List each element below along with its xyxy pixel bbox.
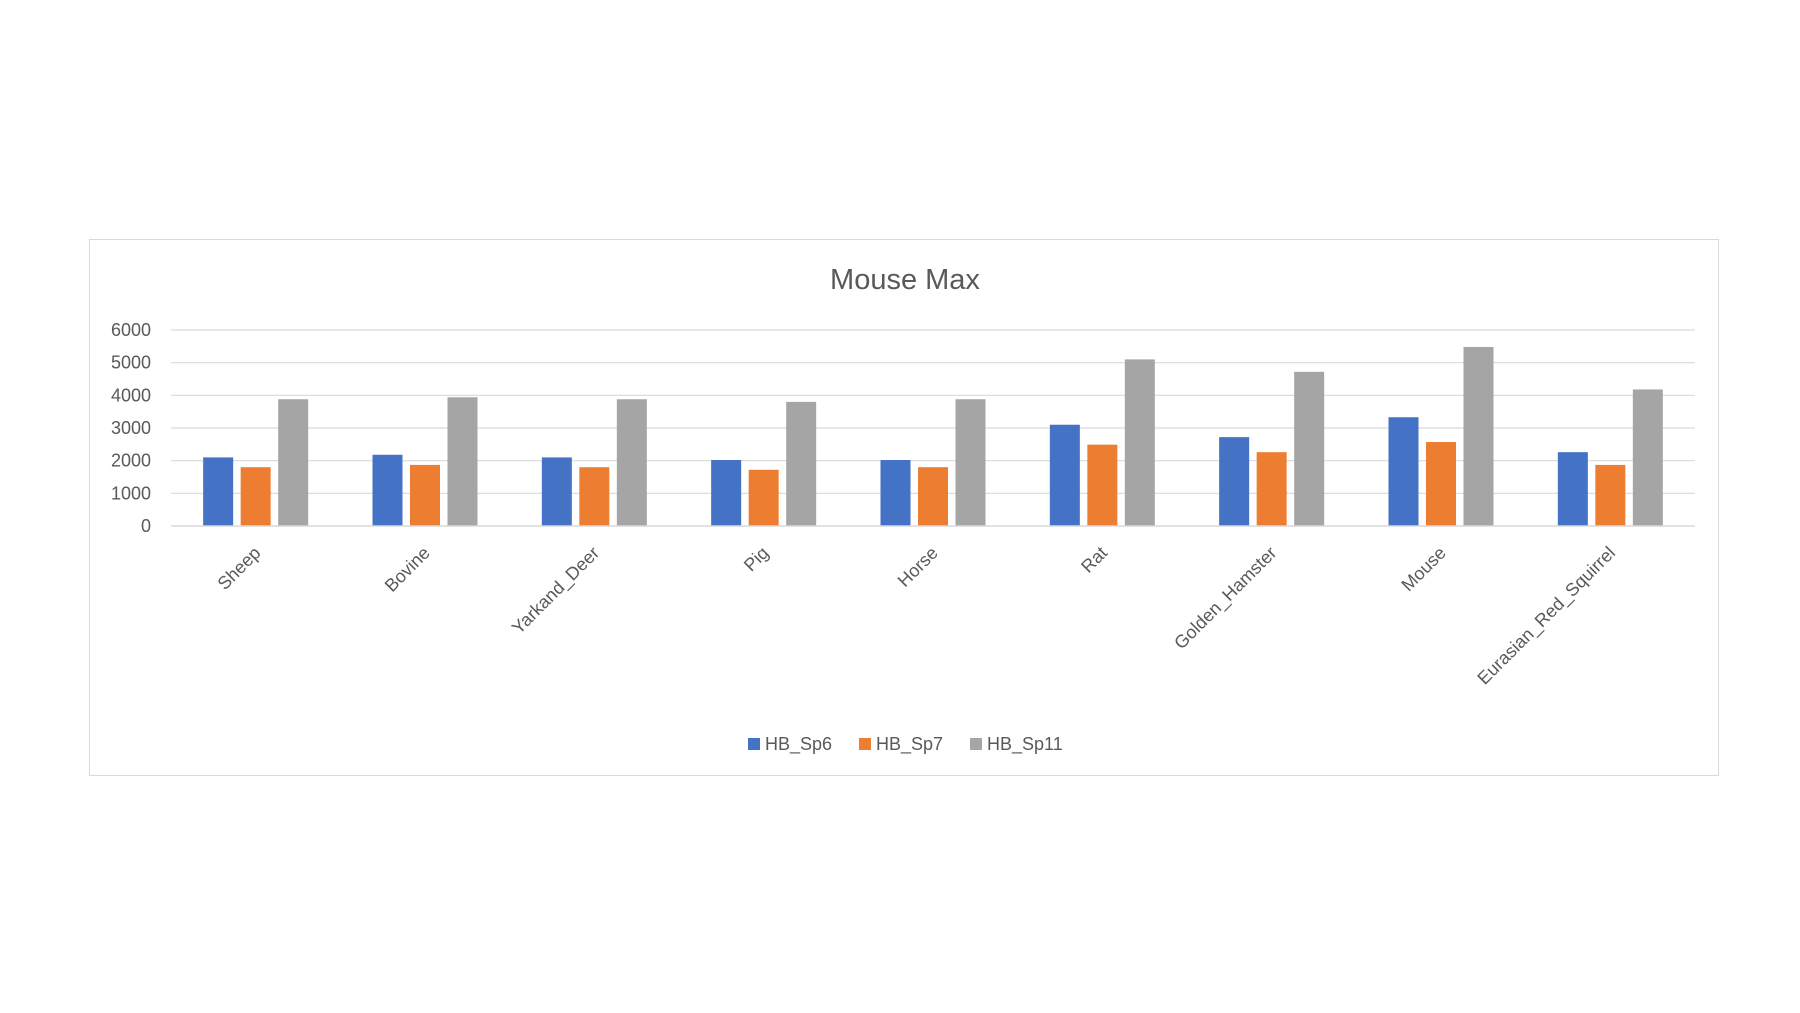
bar-hb-sp6-pig[interactable] <box>711 460 742 526</box>
legend-item-hb-sp11[interactable]: HB_Sp11 <box>970 734 1063 755</box>
legend[interactable]: HB_Sp6 HB_Sp7 HB_Sp11 <box>748 734 1063 755</box>
bar-hb-sp7-bovine[interactable] <box>410 464 440 526</box>
chart-title: Mouse Max <box>830 264 980 296</box>
x-category-label: Bovine <box>381 543 434 596</box>
bars <box>203 346 1663 526</box>
bar-hb-sp6-rat[interactable] <box>1049 424 1080 526</box>
bar-hb-sp7-sheep[interactable] <box>240 467 271 526</box>
bar-hb-sp6-golden-hamster[interactable] <box>1219 437 1250 526</box>
bar-hb-sp7-yarkand-deer[interactable] <box>579 467 610 526</box>
bar-hb-sp11-rat[interactable] <box>1124 359 1155 526</box>
bar-hb-sp7-golden-hamster[interactable] <box>1256 452 1287 526</box>
bar-hb-sp6-eurasian-red-squirrel[interactable] <box>1557 452 1588 526</box>
y-tick-label: 5000 <box>111 353 151 373</box>
legend-label: HB_Sp7 <box>876 734 943 755</box>
x-category-label: Golden_Hamster <box>1170 543 1281 654</box>
bar-hb-sp6-yarkand-deer[interactable] <box>541 457 572 526</box>
legend-swatch <box>859 738 871 750</box>
bar-hb-sp6-bovine[interactable] <box>372 454 403 526</box>
x-category-label: Rat <box>1077 543 1111 577</box>
y-tick-label: 1000 <box>111 483 151 503</box>
y-tick-label: 4000 <box>111 385 151 405</box>
bar-hb-sp11-eurasian-red-squirrel[interactable] <box>1632 389 1663 526</box>
bar-hb-sp11-mouse[interactable] <box>1463 346 1494 526</box>
legend-label: HB_Sp11 <box>987 734 1063 755</box>
x-category-label: Sheep <box>214 543 265 594</box>
bar-hb-sp11-sheep[interactable] <box>278 399 309 526</box>
legend-item-hb-sp6[interactable]: HB_Sp6 <box>748 734 832 755</box>
x-category-label: Pig <box>740 543 773 576</box>
x-category-label: Yarkand_Deer <box>508 543 604 639</box>
bar-hb-sp11-bovine[interactable] <box>447 397 478 526</box>
y-tick-label: 3000 <box>111 418 151 438</box>
y-tick-label: 0 <box>141 516 151 536</box>
y-tick-label: 6000 <box>111 320 151 340</box>
bar-hb-sp7-rat[interactable] <box>1087 444 1118 526</box>
bar-hb-sp7-mouse[interactable] <box>1426 442 1456 526</box>
bar-hb-sp11-horse[interactable] <box>955 399 986 526</box>
bar-hb-sp6-horse[interactable] <box>880 460 911 526</box>
legend-label: HB_Sp6 <box>765 734 832 755</box>
bar-chart: Mouse Max 0 1000 2000 3000 4000 5000 6000 Shee… <box>111 264 1695 755</box>
x-category-label: Horse <box>894 543 942 591</box>
bar-hb-sp7-horse[interactable] <box>918 467 948 526</box>
chart-container: Mouse Max 0 1000 2000 3000 4000 5000 6000 Shee… <box>89 239 1719 776</box>
y-tick-label: 2000 <box>111 451 151 471</box>
x-category-label: Eurasian_Red_Squirrel <box>1473 543 1619 689</box>
bar-hb-sp6-sheep[interactable] <box>203 457 234 526</box>
bar-hb-sp7-eurasian-red-squirrel[interactable] <box>1595 464 1626 526</box>
bar-hb-sp6-mouse[interactable] <box>1388 417 1419 526</box>
bar-hb-sp11-golden-hamster[interactable] <box>1294 371 1325 526</box>
y-axis-ticks: 0 1000 2000 3000 4000 5000 6000 <box>111 320 151 536</box>
bar-hb-sp7-pig[interactable] <box>748 469 779 526</box>
legend-swatch <box>748 738 760 750</box>
bar-hb-sp11-pig[interactable] <box>786 401 817 526</box>
x-category-label: Mouse <box>1397 543 1449 595</box>
legend-swatch <box>970 738 982 750</box>
x-axis-categories: Sheep Bovine Yarkand_Deer Pig Horse Rat Golden… <box>214 543 1620 689</box>
bar-hb-sp11-yarkand-deer[interactable] <box>616 399 647 526</box>
legend-item-hb-sp7[interactable]: HB_Sp7 <box>859 734 943 755</box>
